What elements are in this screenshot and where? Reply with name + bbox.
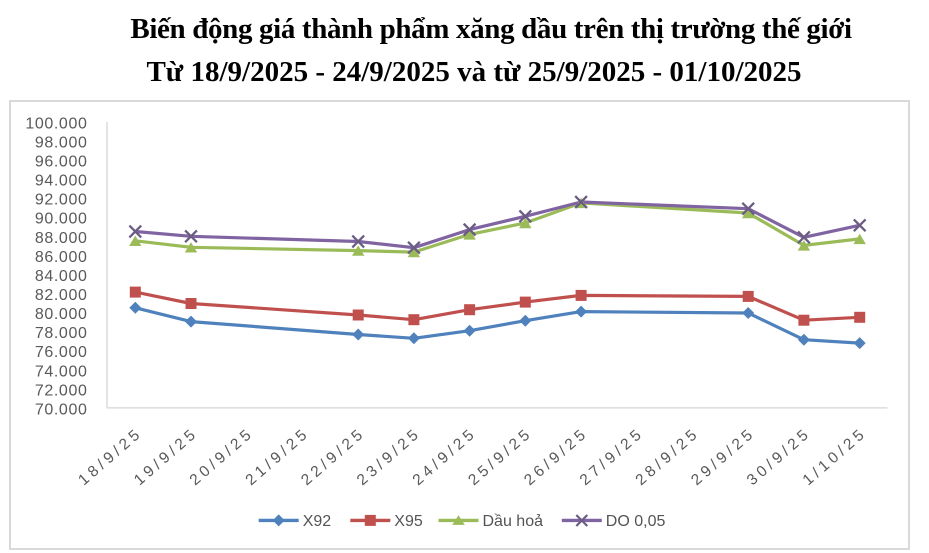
svg-text:86.000: 86.000 xyxy=(35,249,88,266)
svg-text:DO 0,05: DO 0,05 xyxy=(606,513,666,530)
svg-text:80.000: 80.000 xyxy=(35,306,88,323)
svg-text:82.000: 82.000 xyxy=(35,287,88,304)
svg-text:74.000: 74.000 xyxy=(35,363,88,380)
svg-text:Dầu hoả: Dầu hoả xyxy=(483,513,544,530)
svg-text:98.000: 98.000 xyxy=(35,135,88,152)
svg-text:84.000: 84.000 xyxy=(35,268,88,285)
svg-text:76.000: 76.000 xyxy=(35,344,88,361)
svg-text:X92: X92 xyxy=(303,513,332,530)
svg-text:X95: X95 xyxy=(394,513,423,530)
svg-text:96.000: 96.000 xyxy=(35,154,88,171)
svg-text:94.000: 94.000 xyxy=(35,173,88,190)
svg-text:100.000: 100.000 xyxy=(25,115,87,132)
svg-text:72.000: 72.000 xyxy=(35,382,88,399)
svg-text:88.000: 88.000 xyxy=(35,230,88,247)
svg-text:90.000: 90.000 xyxy=(35,211,88,228)
svg-text:92.000: 92.000 xyxy=(35,192,88,209)
svg-text:78.000: 78.000 xyxy=(35,325,88,342)
svg-text:70.000: 70.000 xyxy=(35,401,88,418)
